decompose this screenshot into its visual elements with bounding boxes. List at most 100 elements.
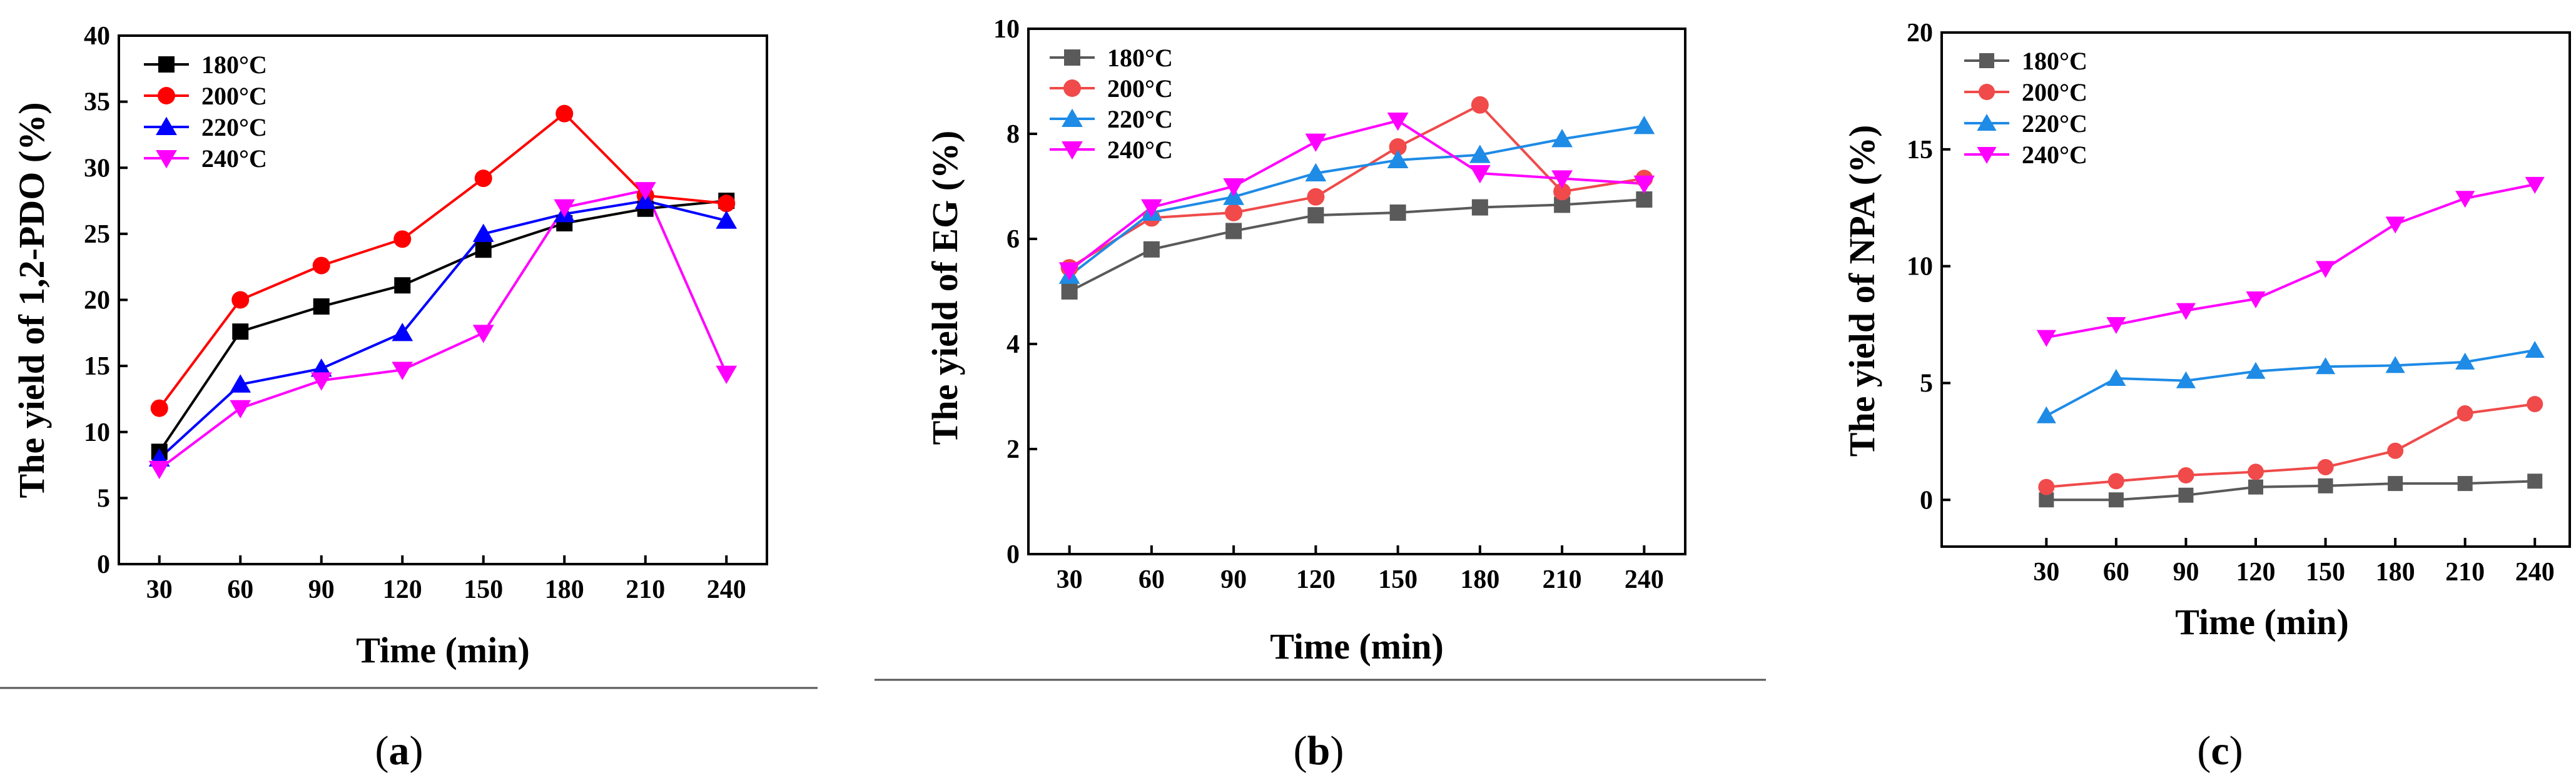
data-point	[1553, 183, 1571, 201]
x-tick-label: 120	[2236, 558, 2276, 587]
series-line-200°C	[158, 111, 727, 409]
data-point	[2385, 216, 2405, 234]
series-line-180°C	[1068, 198, 1645, 293]
data-point	[310, 372, 332, 391]
data-point	[2455, 191, 2475, 208]
panel-a: 30 60 90 120 150 180 210 240 0 5 10 15 20 25 30 35 40 18…	[0, 22, 818, 774]
y-tick-label: 30	[84, 154, 110, 183]
data-point	[1387, 149, 1409, 168]
x-axis-label: Time (min)	[1270, 626, 1444, 667]
data-point	[148, 460, 170, 480]
data-point	[2246, 291, 2266, 308]
y-tick-label: 35	[84, 88, 110, 117]
data-point	[310, 358, 332, 377]
y-tick-label: 4	[1007, 330, 1020, 359]
data-point	[1225, 204, 1243, 221]
panel-c: 30 60 90 120 150 180 210 240 0 5 10 15 20 180°C 200°C…	[1842, 19, 2571, 774]
data-point	[554, 199, 576, 218]
legend-label: 220°C	[2022, 109, 2087, 138]
legend-marker	[1062, 141, 1083, 160]
legend-label: 180°C	[2022, 47, 2087, 75]
data-point	[2317, 458, 2334, 475]
data-point	[2527, 396, 2543, 413]
x-tick-label: 180	[2376, 558, 2415, 587]
series-markers	[1058, 96, 1655, 300]
data-point	[2176, 303, 2196, 320]
data-point	[1471, 96, 1489, 114]
data-point	[1305, 133, 1327, 152]
data-point	[718, 194, 736, 213]
x-tick-label: 180	[1460, 565, 1499, 594]
y-tick-label: 6	[1007, 225, 1020, 254]
y-tick-label: 20	[84, 286, 110, 315]
x-tick-label: 60	[2103, 558, 2129, 587]
data-point	[2178, 487, 2194, 503]
data-point	[1469, 144, 1491, 163]
data-point	[1140, 199, 1162, 218]
axis-ticks: 30 60 90 120 150 180 210 240 0 5 10 15 20	[1907, 19, 2555, 587]
axis-ticks: 30 60 90 120 150 180 210 240 0 2 4 6 8 10	[993, 15, 1664, 594]
legend-label: 240°C	[201, 144, 267, 173]
x-tick-label: 150	[1378, 565, 1417, 594]
data-point	[2248, 479, 2263, 495]
data-point	[230, 374, 251, 393]
data-point	[2248, 463, 2264, 480]
legend-marker	[1977, 147, 1997, 164]
data-point	[313, 298, 330, 315]
legend-marker	[1979, 53, 1994, 68]
legend-label: 180°C	[201, 51, 267, 79]
data-point	[2318, 478, 2333, 493]
data-point	[2525, 341, 2545, 358]
series-line-240°C	[158, 188, 728, 470]
series-markers	[2036, 176, 2545, 508]
data-point	[2457, 476, 2473, 492]
series-lines	[2046, 183, 2535, 502]
y-tick-label: 5	[97, 484, 110, 513]
data-point	[1636, 191, 1653, 208]
y-tick-label: 40	[84, 22, 110, 51]
data-point	[2176, 371, 2196, 388]
x-tick-label: 60	[227, 575, 253, 604]
data-point	[392, 323, 413, 341]
data-point	[1387, 113, 1409, 131]
data-point	[1061, 283, 1078, 300]
x-tick-label: 60	[1138, 565, 1165, 594]
y-tick-label: 20	[1907, 19, 1933, 48]
data-point	[2038, 478, 2055, 495]
data-point	[2107, 473, 2124, 490]
legend-label: 200°C	[201, 82, 267, 110]
data-point	[1389, 205, 1406, 221]
legend-label: 200°C	[2022, 78, 2087, 106]
x-tick-label: 90	[1220, 565, 1247, 594]
data-point	[150, 399, 168, 417]
data-point	[2036, 406, 2056, 423]
x-tick-label: 120	[1296, 565, 1336, 594]
y-axis-label: The yield of NPA (%)	[1842, 125, 1882, 457]
data-point	[231, 291, 250, 309]
data-point	[232, 323, 249, 340]
data-point	[1389, 138, 1407, 156]
series-lines	[158, 111, 728, 470]
data-point	[1633, 175, 1655, 194]
data-point	[1633, 116, 1655, 134]
x-tick-label: 150	[2306, 558, 2345, 587]
x-tick-label: 180	[545, 575, 584, 604]
data-point	[555, 104, 574, 123]
data-point	[1469, 165, 1491, 184]
y-tick-label: 10	[84, 418, 110, 447]
data-point	[2315, 261, 2336, 278]
x-axis-label: Time (min)	[356, 630, 530, 670]
data-point	[393, 230, 412, 248]
x-tick-label: 30	[1057, 565, 1083, 594]
series-line-240°C	[1068, 119, 1645, 271]
axis-ticks: 30 60 90 120 150 180 210 240 0 5 10 15 20 25 30 35 40	[84, 22, 746, 604]
legend-marker	[1064, 49, 1080, 66]
x-tick-label: 120	[383, 575, 422, 604]
data-point	[1551, 129, 1573, 148]
x-tick-label: 150	[464, 575, 503, 604]
data-point	[1307, 188, 1325, 206]
series-lines	[1068, 103, 1645, 293]
